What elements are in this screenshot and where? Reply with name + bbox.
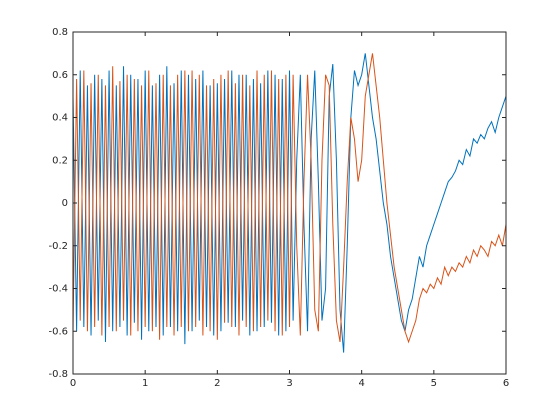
series-line: [72, 53, 507, 353]
y-tick-label: 0.8: [52, 27, 68, 38]
y-tick-label: 0: [62, 198, 68, 209]
y-tick-label: 0.4: [52, 113, 68, 124]
series-line: [72, 53, 507, 344]
x-tick-label: 4: [358, 378, 364, 389]
y-tick-label: 0.2: [52, 155, 68, 166]
x-tick-label: 0: [70, 378, 76, 389]
y-tick-label: -0.2: [48, 241, 68, 252]
y-tick-label: 0.6: [52, 70, 68, 81]
y-tick-label: -0.6: [48, 326, 68, 337]
y-tick-label: -0.8: [48, 369, 68, 380]
x-tick-label: 2: [214, 378, 220, 389]
x-tick-label: 6: [503, 378, 509, 389]
y-tick-label: -0.4: [48, 284, 68, 295]
x-tick-label: 5: [431, 378, 437, 389]
x-tick-label: 1: [142, 378, 148, 389]
x-tick-label: 3: [286, 378, 292, 389]
